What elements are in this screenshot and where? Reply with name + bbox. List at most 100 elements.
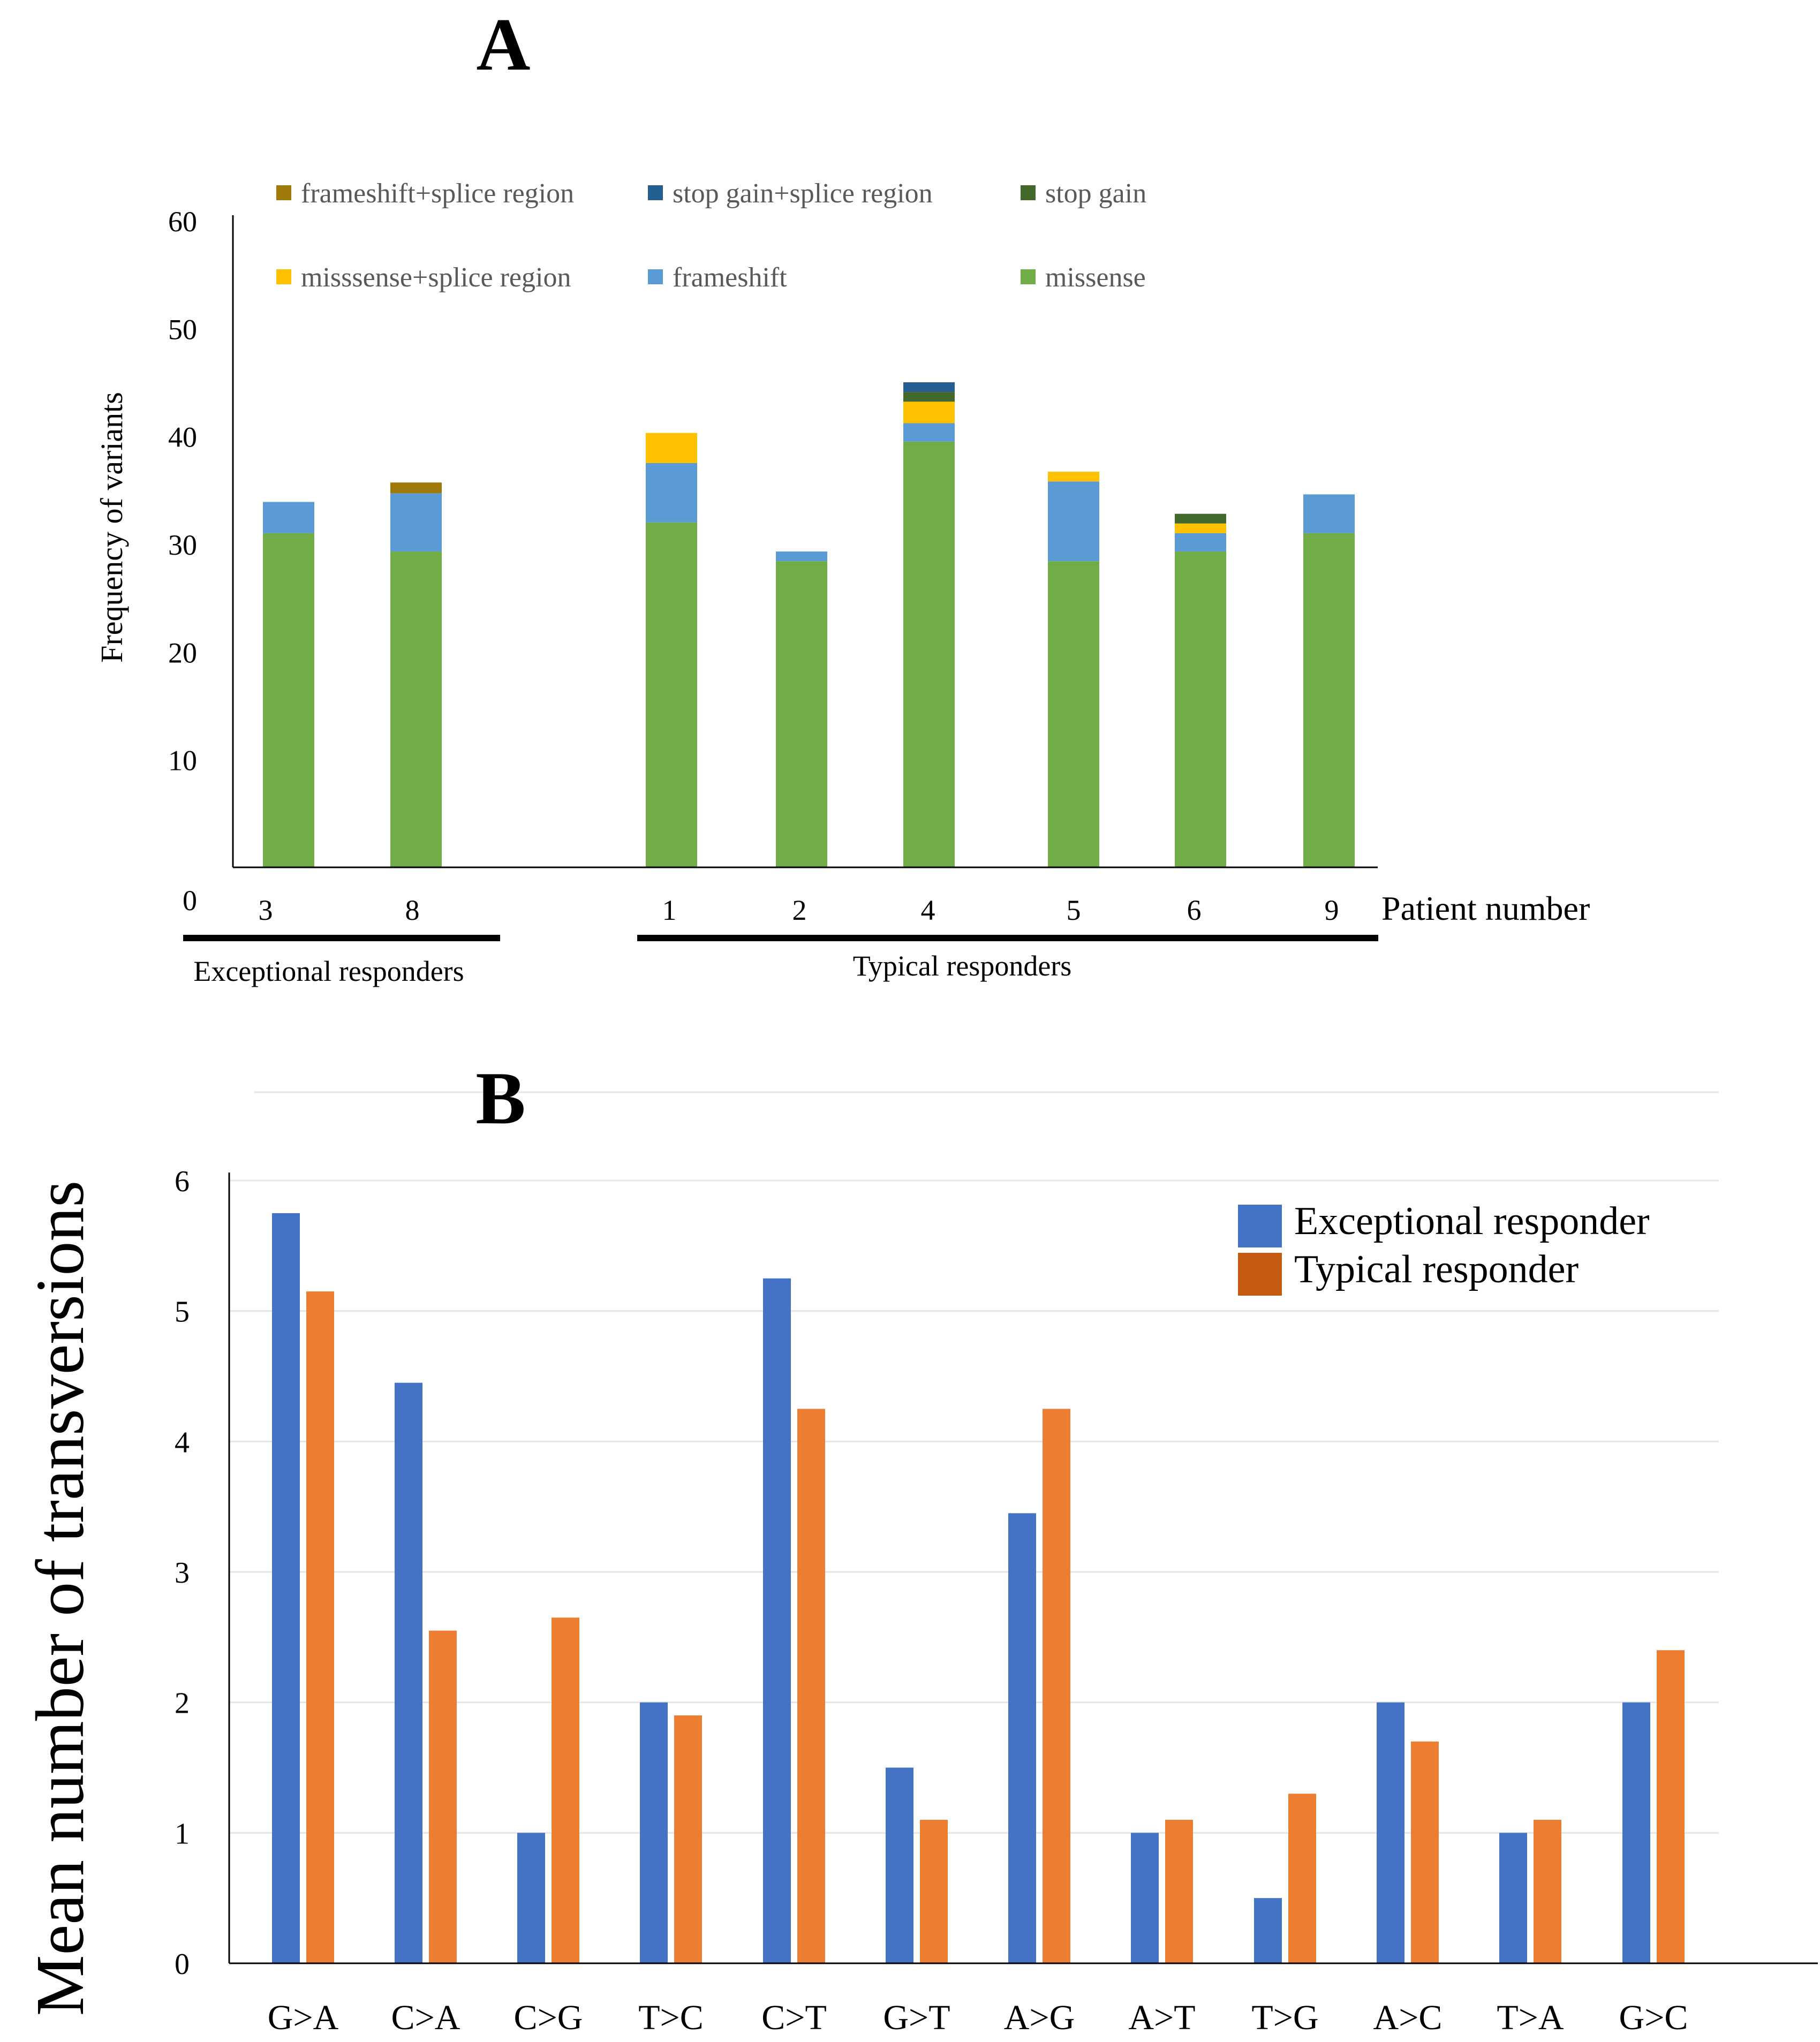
group-label-typical: Typical responders xyxy=(853,950,1072,982)
a-legend-swatch-frameshift xyxy=(648,269,663,284)
b-x-tick-c-t: C>T xyxy=(761,1998,827,2037)
a-legend-label-frameshift-splice-region: frameshift+splice region xyxy=(301,178,574,209)
b-bar-t-a-exceptional-responder xyxy=(1499,1833,1527,1963)
a-legend-swatch-stop-gain-splice-region xyxy=(648,185,663,200)
a-y-tick-50: 50 xyxy=(168,313,197,345)
a-bar-patient-8-missense xyxy=(390,551,442,867)
b-bar-c-g-typical-responder xyxy=(552,1617,579,1963)
b-bar-t-a-typical-responder xyxy=(1534,1819,1561,1963)
b-bar-a-t-typical-responder xyxy=(1165,1819,1193,1963)
panel-b-label: B xyxy=(475,1057,525,1140)
b-x-tick-t-a: T>A xyxy=(1497,1998,1564,2037)
a-y-tick-10: 10 xyxy=(168,745,197,777)
panel-a-x-ticks: 3 8 1 2 4 5 6 9 xyxy=(259,894,1339,926)
panel-b-x-ticks: G>A C>A C>G T>C C>T G>T A>G A>T T>G A>C T>A G>C xyxy=(268,1998,1688,2037)
a-bar-patient-6-missense xyxy=(1175,551,1226,867)
a-bar-patient-2-frameshift xyxy=(776,551,827,562)
a-legend-label-stop-gain-splice-region: stop gain+splice region xyxy=(673,178,933,209)
b-bar-c-a-typical-responder xyxy=(429,1630,457,1963)
a-y-tick-40: 40 xyxy=(168,421,197,453)
a-y-tick-60: 60 xyxy=(168,206,197,238)
a-x-tick-4: 4 xyxy=(921,894,935,926)
b-x-tick-c-g: C>G xyxy=(514,1998,583,2037)
a-legend-swatch-stop-gain xyxy=(1021,185,1036,200)
b-y-tick-6: 6 xyxy=(175,1165,190,1198)
panel-a-label: A xyxy=(476,3,530,86)
b-bar-g-c-exceptional-responder xyxy=(1622,1702,1650,1963)
b-bar-t-c-exceptional-responder xyxy=(640,1702,668,1963)
b-bar-t-g-exceptional-responder xyxy=(1254,1898,1282,1963)
b-bar-c-a-exceptional-responder xyxy=(395,1382,422,1963)
a-y-tick-0: 0 xyxy=(183,884,197,917)
b-y-tick-4: 4 xyxy=(175,1426,190,1459)
b-y-tick-3: 3 xyxy=(175,1556,190,1590)
a-bar-patient-1-misssense-splice-region xyxy=(646,433,697,463)
b-bar-a-c-typical-responder xyxy=(1411,1741,1439,1963)
a-x-tick-6: 6 xyxy=(1187,894,1202,926)
panel-b-y-axis-label: Mean number of transversions xyxy=(22,1181,98,2016)
b-bar-g-t-typical-responder xyxy=(920,1819,948,1963)
b-bar-g-c-typical-responder xyxy=(1657,1650,1685,1963)
a-bar-patient-6-stop-gain xyxy=(1175,513,1226,524)
a-bar-patient-9-frameshift xyxy=(1303,494,1355,533)
a-bar-patient-2-missense xyxy=(776,561,827,867)
b-bar-t-g-typical-responder xyxy=(1288,1794,1316,1963)
b-legend-label-exceptional-responder: Exceptional responder xyxy=(1294,1199,1650,1243)
a-legend-swatch-misssense-splice-region xyxy=(276,269,291,284)
a-bar-patient-4-stop-gain xyxy=(903,392,955,402)
a-y-tick-30: 30 xyxy=(168,529,197,561)
a-bar-patient-5-misssense-splice-region xyxy=(1048,472,1099,482)
a-x-tick-3: 3 xyxy=(259,894,273,926)
b-bar-g-a-exceptional-responder xyxy=(272,1213,300,1963)
a-legend-swatch-missense xyxy=(1021,269,1036,284)
a-y-tick-20: 20 xyxy=(168,637,197,669)
panel-b-y-ticks: 0 1 2 3 4 5 6 xyxy=(175,1165,190,1981)
a-bar-patient-8-frameshift-splice-region xyxy=(390,482,442,494)
panel-a-bars xyxy=(263,382,1355,867)
a-bar-patient-4-stop-gain-splice-region xyxy=(903,382,955,392)
a-x-tick-8: 8 xyxy=(405,894,420,926)
a-bar-patient-4-frameshift xyxy=(903,423,955,442)
b-y-tick-5: 5 xyxy=(175,1296,190,1329)
a-bar-patient-5-missense xyxy=(1048,561,1099,867)
panel-b-bars xyxy=(272,1213,1685,1963)
b-bar-c-g-exceptional-responder xyxy=(517,1833,545,1963)
b-x-tick-g-a: G>A xyxy=(268,1998,339,2037)
b-bar-g-a-typical-responder xyxy=(306,1291,334,1963)
panel-a-y-ticks: 0 10 20 30 40 50 60 xyxy=(168,206,197,917)
b-x-tick-g-c: G>C xyxy=(1619,1998,1688,2037)
b-x-tick-t-c: T>C xyxy=(638,1998,704,2037)
b-x-tick-a-t: A>T xyxy=(1128,1998,1195,2037)
b-y-tick-2: 2 xyxy=(175,1687,190,1720)
a-bar-patient-3-missense xyxy=(263,533,314,867)
a-x-tick-2: 2 xyxy=(792,894,807,926)
b-bar-t-c-typical-responder xyxy=(674,1715,702,1963)
b-bar-c-t-typical-responder xyxy=(797,1409,825,1963)
b-bar-c-t-exceptional-responder xyxy=(763,1278,791,1963)
group-label-exceptional: Exceptional responders xyxy=(193,955,464,987)
b-bar-a-g-exceptional-responder xyxy=(1008,1513,1036,1963)
b-legend-swatch-exceptional-responder xyxy=(1238,1205,1282,1247)
a-bar-patient-9-missense xyxy=(1303,533,1355,867)
panel-a-legend: frameshift+splice region stop gain+splice… xyxy=(276,178,1146,293)
b-bar-g-t-exceptional-responder xyxy=(886,1767,913,1963)
a-bar-patient-4-misssense-splice-region xyxy=(903,402,955,423)
a-bar-patient-3-frameshift xyxy=(263,502,314,533)
b-x-tick-t-g: T>G xyxy=(1251,1998,1318,2037)
b-x-tick-a-c: A>C xyxy=(1373,1998,1443,2037)
a-legend-label-misssense-splice-region: misssense+splice region xyxy=(301,262,571,293)
a-bar-patient-1-frameshift xyxy=(646,463,697,523)
b-legend-swatch-typical-responder xyxy=(1238,1253,1282,1296)
b-x-tick-a-g: A>G xyxy=(1004,1998,1075,2037)
a-x-tick-1: 1 xyxy=(662,894,677,926)
panel-a-y-axis-label: Frequency of variants xyxy=(94,392,129,663)
a-x-tick-9: 9 xyxy=(1325,894,1339,926)
a-bar-patient-6-misssense-splice-region xyxy=(1175,523,1226,533)
panel-a: A frameshift+splice region stop gain+spli… xyxy=(94,3,1590,987)
panel-b-gridlines xyxy=(229,1179,1719,1834)
a-legend-label-stop-gain: stop gain xyxy=(1045,178,1146,209)
a-legend-label-missense: missense xyxy=(1045,262,1146,293)
a-x-tick-5: 5 xyxy=(1067,894,1081,926)
a-bar-patient-8-frameshift xyxy=(390,493,442,552)
